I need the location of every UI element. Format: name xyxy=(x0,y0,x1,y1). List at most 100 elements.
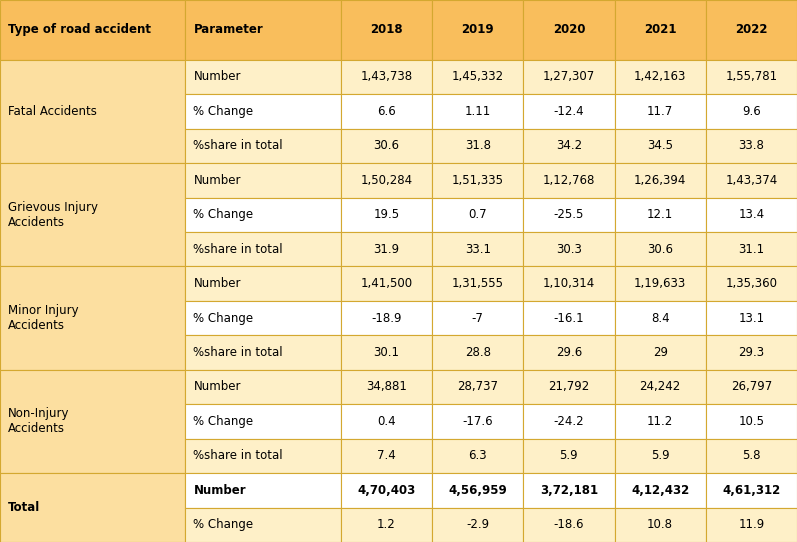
Bar xyxy=(432,301,524,335)
Text: 4,56,959: 4,56,959 xyxy=(449,484,507,497)
Text: 11.9: 11.9 xyxy=(738,518,764,531)
Bar xyxy=(186,473,341,507)
Bar xyxy=(341,60,432,94)
Bar xyxy=(186,232,341,267)
Text: 11.2: 11.2 xyxy=(647,415,673,428)
Bar xyxy=(432,335,524,370)
Bar xyxy=(432,163,524,197)
Text: 1,10,314: 1,10,314 xyxy=(543,277,595,290)
Bar xyxy=(706,507,797,542)
Text: % Change: % Change xyxy=(194,105,253,118)
Bar xyxy=(341,232,432,267)
Bar xyxy=(614,507,706,542)
Bar xyxy=(0,60,186,163)
Bar xyxy=(524,0,614,60)
Bar xyxy=(432,60,524,94)
Bar xyxy=(524,94,614,128)
Text: 29: 29 xyxy=(653,346,668,359)
Bar xyxy=(341,267,432,301)
Bar xyxy=(186,197,341,232)
Bar xyxy=(341,163,432,197)
Text: Minor Injury
Accidents: Minor Injury Accidents xyxy=(8,304,79,332)
Text: 0.4: 0.4 xyxy=(377,415,396,428)
Text: %share in total: %share in total xyxy=(194,449,283,462)
Text: %share in total: %share in total xyxy=(194,346,283,359)
Bar xyxy=(432,0,524,60)
Text: Grievous Injury
Accidents: Grievous Injury Accidents xyxy=(8,201,98,229)
Text: 30.6: 30.6 xyxy=(374,139,399,152)
Bar xyxy=(524,128,614,163)
Bar xyxy=(524,438,614,473)
Text: Number: Number xyxy=(194,277,241,290)
Text: 30.1: 30.1 xyxy=(374,346,399,359)
Text: 1.2: 1.2 xyxy=(377,518,396,531)
Bar xyxy=(432,404,524,438)
Bar xyxy=(186,128,341,163)
Bar xyxy=(614,301,706,335)
Text: % Change: % Change xyxy=(194,518,253,531)
Text: Type of road accident: Type of road accident xyxy=(8,23,151,36)
Bar xyxy=(186,507,341,542)
Text: 31.1: 31.1 xyxy=(738,243,764,256)
Text: Number: Number xyxy=(194,484,246,497)
Text: 31.8: 31.8 xyxy=(465,139,491,152)
Bar xyxy=(186,60,341,94)
Bar xyxy=(0,163,186,267)
Text: 30.6: 30.6 xyxy=(647,243,673,256)
Bar xyxy=(614,163,706,197)
Bar xyxy=(432,197,524,232)
Bar xyxy=(186,404,341,438)
Text: Total: Total xyxy=(8,501,41,514)
Bar xyxy=(524,301,614,335)
Bar xyxy=(524,163,614,197)
Bar xyxy=(524,197,614,232)
Bar xyxy=(432,473,524,507)
Text: 33.1: 33.1 xyxy=(465,243,491,256)
Text: 5.9: 5.9 xyxy=(651,449,669,462)
Bar xyxy=(706,438,797,473)
Text: 5.8: 5.8 xyxy=(742,449,760,462)
Text: 1,51,335: 1,51,335 xyxy=(452,174,504,187)
Text: 1,12,768: 1,12,768 xyxy=(543,174,595,187)
Text: 1.11: 1.11 xyxy=(465,105,491,118)
Text: 1,31,555: 1,31,555 xyxy=(452,277,504,290)
Bar xyxy=(341,438,432,473)
Bar xyxy=(706,473,797,507)
Text: 4,12,432: 4,12,432 xyxy=(631,484,689,497)
Bar xyxy=(706,0,797,60)
Text: 2020: 2020 xyxy=(552,23,585,36)
Text: 11.7: 11.7 xyxy=(647,105,673,118)
Bar xyxy=(706,197,797,232)
Bar xyxy=(614,473,706,507)
Bar xyxy=(524,232,614,267)
Bar xyxy=(706,404,797,438)
Bar xyxy=(706,94,797,128)
Text: 10.5: 10.5 xyxy=(738,415,764,428)
Bar xyxy=(432,232,524,267)
Text: 2021: 2021 xyxy=(644,23,677,36)
Bar xyxy=(524,335,614,370)
Text: -16.1: -16.1 xyxy=(554,312,584,325)
Bar xyxy=(0,267,186,370)
Bar xyxy=(341,94,432,128)
Bar xyxy=(706,163,797,197)
Text: 34.5: 34.5 xyxy=(647,139,673,152)
Text: 1,45,332: 1,45,332 xyxy=(452,70,504,83)
Bar xyxy=(614,232,706,267)
Bar xyxy=(614,404,706,438)
Text: 34.2: 34.2 xyxy=(556,139,582,152)
Text: 7.4: 7.4 xyxy=(377,449,396,462)
Text: 21,792: 21,792 xyxy=(548,380,590,393)
Text: 1,43,738: 1,43,738 xyxy=(360,70,413,83)
Text: 28,737: 28,737 xyxy=(457,380,498,393)
Text: %share in total: %share in total xyxy=(194,243,283,256)
Text: 3,72,181: 3,72,181 xyxy=(540,484,598,497)
Text: 1,50,284: 1,50,284 xyxy=(360,174,413,187)
Bar xyxy=(432,94,524,128)
Text: 12.1: 12.1 xyxy=(647,208,673,221)
Bar xyxy=(524,267,614,301)
Text: -2.9: -2.9 xyxy=(466,518,489,531)
Text: Number: Number xyxy=(194,174,241,187)
Bar xyxy=(524,404,614,438)
Bar xyxy=(706,60,797,94)
